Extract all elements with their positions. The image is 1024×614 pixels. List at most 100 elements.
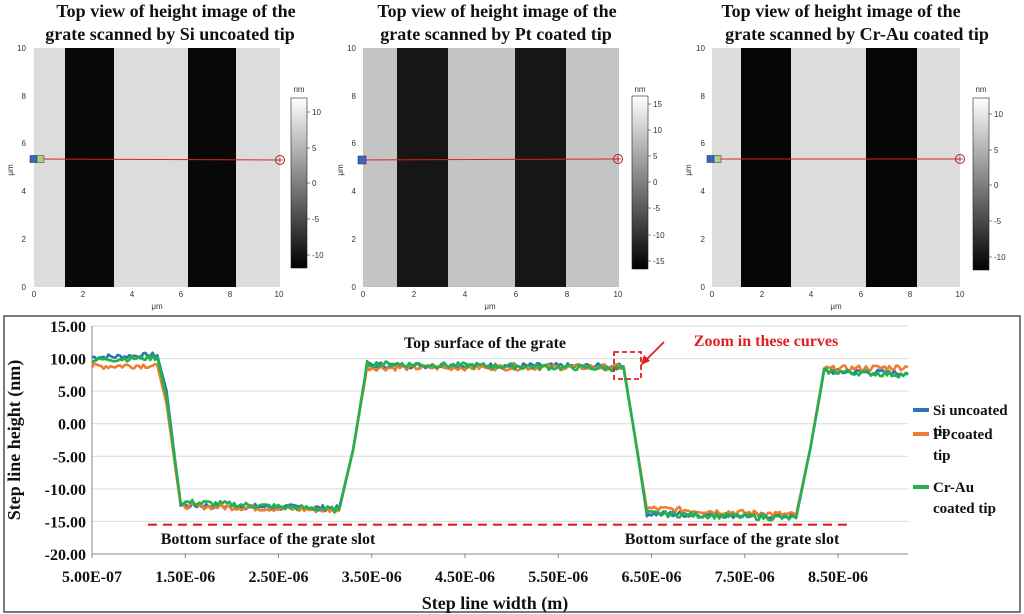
- colorbar: nm 10 5 0 -5 -10: [290, 85, 324, 269]
- y-unit-label: μm: [684, 164, 693, 176]
- panel-title-line1: Top view of height image of the: [721, 1, 960, 21]
- y-tick-label: 0.00: [58, 417, 86, 434]
- y-tick-label: 10.00: [50, 352, 86, 369]
- y-tick-label: 5.00: [58, 384, 86, 401]
- y-tick-label: 0: [352, 283, 357, 292]
- y-tick-label: 8: [701, 92, 706, 101]
- legend: Si uncoated tip Pt coated tip Cr-Au coat…: [913, 403, 1008, 517]
- x-axis: 0 2 4 6 8 10 μm: [710, 290, 965, 311]
- y-tick-label: 4: [701, 187, 706, 196]
- x-tick-label: 6: [514, 290, 519, 299]
- annotation-bottom-right: Bottom surface of the grate slot: [625, 531, 840, 548]
- x-unit-label: μm: [830, 302, 842, 311]
- colorbar-tick: 0: [653, 178, 658, 187]
- colorbar-unit: nm: [634, 85, 645, 94]
- y-tick-label: 6: [22, 139, 27, 148]
- grate-slot-2: [515, 48, 566, 287]
- x-axis-title: Step line width (m): [422, 593, 569, 614]
- series-line-si-uncoated: [91, 351, 909, 520]
- y-tick-label: 6: [352, 139, 357, 148]
- annotation-zoom-label: Zoom in these curves: [694, 333, 838, 350]
- zoom-arrowhead: [641, 355, 650, 365]
- legend-label-crau-2: coated tip: [933, 501, 996, 517]
- y-tick-label: 0: [22, 283, 27, 292]
- x-axis: 0 2 4 6 8 10 μm: [361, 290, 623, 311]
- y-axis: 0 2 4 6 8 10 μm: [336, 44, 357, 292]
- x-tick-label: 10: [275, 290, 284, 299]
- scan-start-marker: [29, 155, 38, 163]
- x-tick-label: 2: [412, 290, 417, 299]
- afm-height-image: [363, 48, 619, 287]
- x-tick-label: 2: [81, 290, 86, 299]
- colorbar-tick: 10: [653, 126, 662, 135]
- colorbar-tick: 5: [653, 152, 658, 161]
- colorbar: nm 10 5 0 -5 -10: [972, 85, 1006, 271]
- colorbar-tick: -10: [994, 253, 1006, 262]
- y-unit-label: μm: [336, 164, 345, 176]
- panel-title-line2: grate scanned by Cr-Au coated tip: [725, 24, 989, 44]
- grate-slot-2: [188, 48, 236, 287]
- scan-marker-2: [36, 155, 45, 163]
- y-tick-label: 8: [22, 92, 27, 101]
- colorbar-tick: -15: [653, 257, 665, 266]
- colorbar-tick: 5: [312, 144, 317, 153]
- x-unit-label: μm: [484, 302, 496, 311]
- y-tick-label: -5.00: [53, 449, 86, 466]
- y-tick-label: 10: [17, 44, 26, 53]
- afm-height-image: [34, 48, 280, 287]
- y-tick-label: 4: [22, 187, 27, 196]
- y-tick-label: 10: [347, 44, 356, 53]
- x-tick-label: 6: [859, 290, 864, 299]
- annotation-top-surface: Top surface of the grate: [404, 335, 566, 352]
- x-tick-label: 1.50E-06: [155, 569, 215, 586]
- top-panel-pt: Top view of height image of the grate sc…: [336, 1, 665, 311]
- afm-height-image: [712, 48, 960, 287]
- y-tick-label: -20.00: [45, 547, 86, 564]
- x-tick-label: 4: [130, 290, 135, 299]
- colorbar-tick: 0: [312, 179, 317, 188]
- legend-label-si-2: tip: [933, 424, 951, 440]
- x-unit-label: μm: [151, 302, 163, 311]
- legend-label-pt-1: Pt coated: [933, 427, 993, 443]
- grate-slot-1: [65, 48, 114, 287]
- grate-slot-1: [397, 48, 448, 287]
- x-tick-label: 0: [361, 290, 366, 299]
- colorbar-tick: -5: [994, 217, 1002, 226]
- x-tick-label: 4.50E-06: [435, 569, 495, 586]
- y-axis: 0 2 4 6 8 10 μm: [6, 44, 27, 292]
- grate-slot-1: [741, 48, 791, 287]
- colorbar-tick: -10: [653, 231, 665, 240]
- series-lines: [90, 351, 909, 522]
- colorbar-unit: nm: [293, 85, 304, 94]
- y-tick-label: 2: [701, 235, 706, 244]
- legend-label-crau-1: Cr-Au: [933, 480, 974, 496]
- scan-end-marker: [275, 155, 285, 165]
- y-tick-label: -10.00: [45, 482, 86, 499]
- zoom-box: [613, 351, 642, 380]
- scan-line: [33, 158, 281, 161]
- colorbar-tick: 15: [653, 100, 662, 109]
- step-line-chart: 15.00 10.00 5.00 0.00 -5.00 -10.00 -15.00 -20.0…: [3, 315, 1021, 614]
- colorbar-tick: -10: [312, 251, 324, 260]
- panel-title-line1: Top view of height image of the: [56, 1, 295, 21]
- panel-title-line1: Top view of height image of the: [377, 1, 616, 21]
- x-tick-label: 10: [614, 290, 623, 299]
- x-tick-label: 4: [809, 290, 814, 299]
- colorbar: nm 15 10 5 0 -5 -10 -15: [631, 85, 665, 270]
- y-tick-label: 15.00: [50, 319, 86, 336]
- y-tick-label: 10: [696, 44, 705, 53]
- y-tick-labels: 15.00 10.00 5.00 0.00 -5.00 -10.00 -15.00 -20.0…: [45, 319, 86, 564]
- scan-end-marker: [955, 154, 965, 164]
- x-tick-label: 8: [228, 290, 233, 299]
- panel-title-line2: grate scanned by Si uncoated tip: [45, 24, 295, 44]
- chart-frame: [3, 315, 1021, 613]
- scan-marker-2: [713, 155, 722, 163]
- annotation-bottom-left: Bottom surface of the grate slot: [161, 531, 376, 548]
- x-tick-label: 6: [179, 290, 184, 299]
- x-tick-label: 8: [565, 290, 570, 299]
- x-tick-label: 2: [760, 290, 765, 299]
- scan-start-marker: [706, 155, 715, 163]
- y-tick-label: -15.00: [45, 514, 86, 531]
- x-tick-label: 6.50E-06: [622, 569, 682, 586]
- y-axis: 0 2 4 6 8 10 μm: [684, 44, 706, 292]
